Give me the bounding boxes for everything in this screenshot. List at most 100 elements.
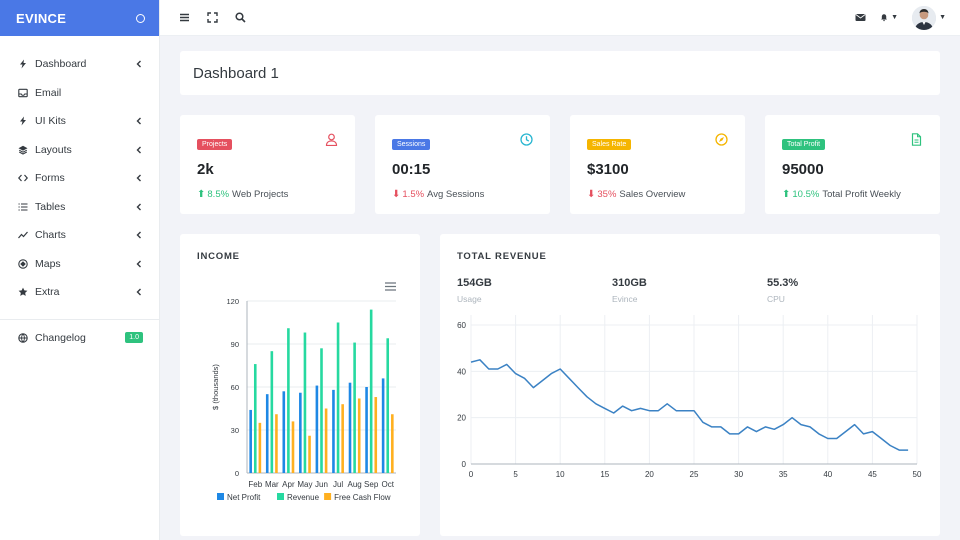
bar-revenue xyxy=(353,342,356,473)
bar-net-profit xyxy=(299,392,302,473)
sidebar-item-maps[interactable]: Maps xyxy=(0,250,159,279)
metric-value: 310GB xyxy=(612,277,647,289)
stat-badge: Projects xyxy=(197,139,233,150)
chart-menu-icon[interactable] xyxy=(385,278,396,291)
sidebar-item-forms[interactable]: Forms xyxy=(0,164,159,193)
x-tick-label: 5 xyxy=(513,470,518,479)
version-badge: 1.0 xyxy=(125,332,143,344)
sidebar: EVINCE Dashboard Email UI Kits Layouts Forms… xyxy=(0,0,160,540)
revenue-line-chart: 0 20 40 60 0 5 10 15 20 25 30 35 40 45 50 xyxy=(457,315,922,479)
mail-icon[interactable] xyxy=(854,12,866,24)
y-tick-label: 120 xyxy=(226,297,239,306)
sidebar-item-tables[interactable]: Tables xyxy=(0,193,159,222)
chevron-left-icon xyxy=(135,117,143,125)
list-icon xyxy=(18,202,28,212)
x-tick-label: 15 xyxy=(600,470,609,479)
trend-icon xyxy=(18,230,28,240)
brand-logo[interactable]: EVINCE xyxy=(16,10,67,26)
topbar-right: ▼ ▼ xyxy=(854,5,946,30)
x-tick-label: 45 xyxy=(868,470,877,479)
y-tick-label: 0 xyxy=(235,469,239,478)
x-tick-label: 25 xyxy=(690,470,699,479)
chevron-down-icon[interactable]: ▼ xyxy=(939,14,946,21)
sidebar-item-layouts[interactable]: Layouts xyxy=(0,136,159,165)
stat-footer: ⬆ 10.5% Total Profit Weekly xyxy=(782,189,923,200)
stat-value: $3100 xyxy=(587,161,629,178)
bar-revenue xyxy=(336,322,340,473)
sidebar-item-ui-kits[interactable]: UI Kits xyxy=(0,107,159,136)
revenue-metrics: 154GB Usage 310GB Evince 55.3% CPU xyxy=(457,277,922,304)
bar-net-profit xyxy=(282,391,286,473)
stat-caption: Avg Sessions xyxy=(427,189,485,200)
menu-icon[interactable] xyxy=(178,12,190,24)
x-tick-label: 10 xyxy=(556,470,565,479)
x-tick-label: 20 xyxy=(645,470,654,479)
arrow-down-icon: ⬇ xyxy=(587,189,596,200)
income-bar-chart: 0 30 60 90 120 Feb Mar Apr May Jun Jul Aug Sep Oct $ (… xyxy=(211,297,396,502)
y-tick-label: 40 xyxy=(457,367,466,376)
topbar: ▼ ▼ xyxy=(160,0,960,36)
page-header: Dashboard 1 xyxy=(180,51,940,95)
y-tick-label: 30 xyxy=(231,426,239,435)
search-icon[interactable] xyxy=(234,12,246,24)
x-tick-label: 0 xyxy=(469,470,474,479)
stat-percent: 8.5% xyxy=(207,189,230,200)
revenue-card: TOTAL REVENUE 154GB Usage 310GB Evince 5… xyxy=(440,234,940,536)
sidebar-item-label: Charts xyxy=(35,229,66,242)
user-icon xyxy=(325,133,338,147)
file-icon xyxy=(910,133,923,146)
legend-label: Net Profit xyxy=(227,493,261,502)
y-tick-label: 20 xyxy=(457,414,466,423)
sidebar-item-label: UI Kits xyxy=(35,115,66,128)
metric-label: Evince xyxy=(612,294,638,304)
fullscreen-icon[interactable] xyxy=(206,12,218,24)
sidebar-item-label: Changelog xyxy=(35,331,86,344)
stat-footer: ⬇ 1.5% Avg Sessions xyxy=(392,189,533,200)
stat-caption: Sales Overview xyxy=(619,189,686,200)
bolt-icon xyxy=(18,59,28,69)
page-title: Dashboard 1 xyxy=(193,64,279,82)
sidebar-item-extra[interactable]: Extra xyxy=(0,278,159,307)
chevron-left-icon xyxy=(135,288,143,296)
bar-net-profit xyxy=(249,409,252,473)
sidebar-toggle-icon[interactable] xyxy=(136,13,145,23)
bolt-icon xyxy=(18,116,28,126)
sidebar-item-label: Maps xyxy=(35,257,61,270)
bar-net-profit xyxy=(348,382,352,473)
legend-swatch xyxy=(217,493,224,500)
bar-free-cash-flow xyxy=(357,398,361,473)
card-title: INCOME xyxy=(197,251,240,262)
x-tick-label: Aug xyxy=(347,480,361,489)
bar-revenue xyxy=(270,351,274,473)
bar-free-cash-flow xyxy=(258,422,262,473)
bar-free-cash-flow xyxy=(275,414,278,473)
bar-net-profit xyxy=(365,387,368,473)
x-tick-label: Sep xyxy=(364,480,379,489)
globe-icon xyxy=(18,333,28,343)
metric-label: Usage xyxy=(457,294,482,304)
bell-icon[interactable]: ▼ xyxy=(880,12,898,24)
stat-percent: 10.5% xyxy=(792,189,820,200)
x-tick-label: Jun xyxy=(315,480,328,489)
sidebar-item-email[interactable]: Email xyxy=(0,79,159,108)
x-tick-label: 35 xyxy=(779,470,788,479)
y-tick-label: 90 xyxy=(231,340,239,349)
sidebar-item-charts[interactable]: Charts xyxy=(0,221,159,250)
x-tick-label: 50 xyxy=(913,470,922,479)
sidebar-item-dashboard[interactable]: Dashboard xyxy=(0,50,159,79)
inbox-icon xyxy=(18,88,28,98)
bar-net-profit xyxy=(332,389,335,473)
sidebar-item-label: Email xyxy=(35,86,62,99)
avatar[interactable] xyxy=(912,5,937,30)
nav-divider xyxy=(0,318,159,320)
bar-revenue xyxy=(303,332,307,473)
bar-revenue xyxy=(369,309,373,473)
sidebar-item-changelog[interactable]: Changelog 1.0 xyxy=(0,324,159,353)
arrow-up-icon: ⬆ xyxy=(782,189,791,200)
chevron-left-icon xyxy=(135,231,143,239)
clock-icon xyxy=(520,133,533,146)
x-tick-label: May xyxy=(297,480,312,489)
bar-revenue xyxy=(386,338,390,473)
x-tick-label: 40 xyxy=(823,470,832,479)
stat-card-projects: Projects 2k ⬆ 8.5% Web Projects xyxy=(180,115,355,214)
